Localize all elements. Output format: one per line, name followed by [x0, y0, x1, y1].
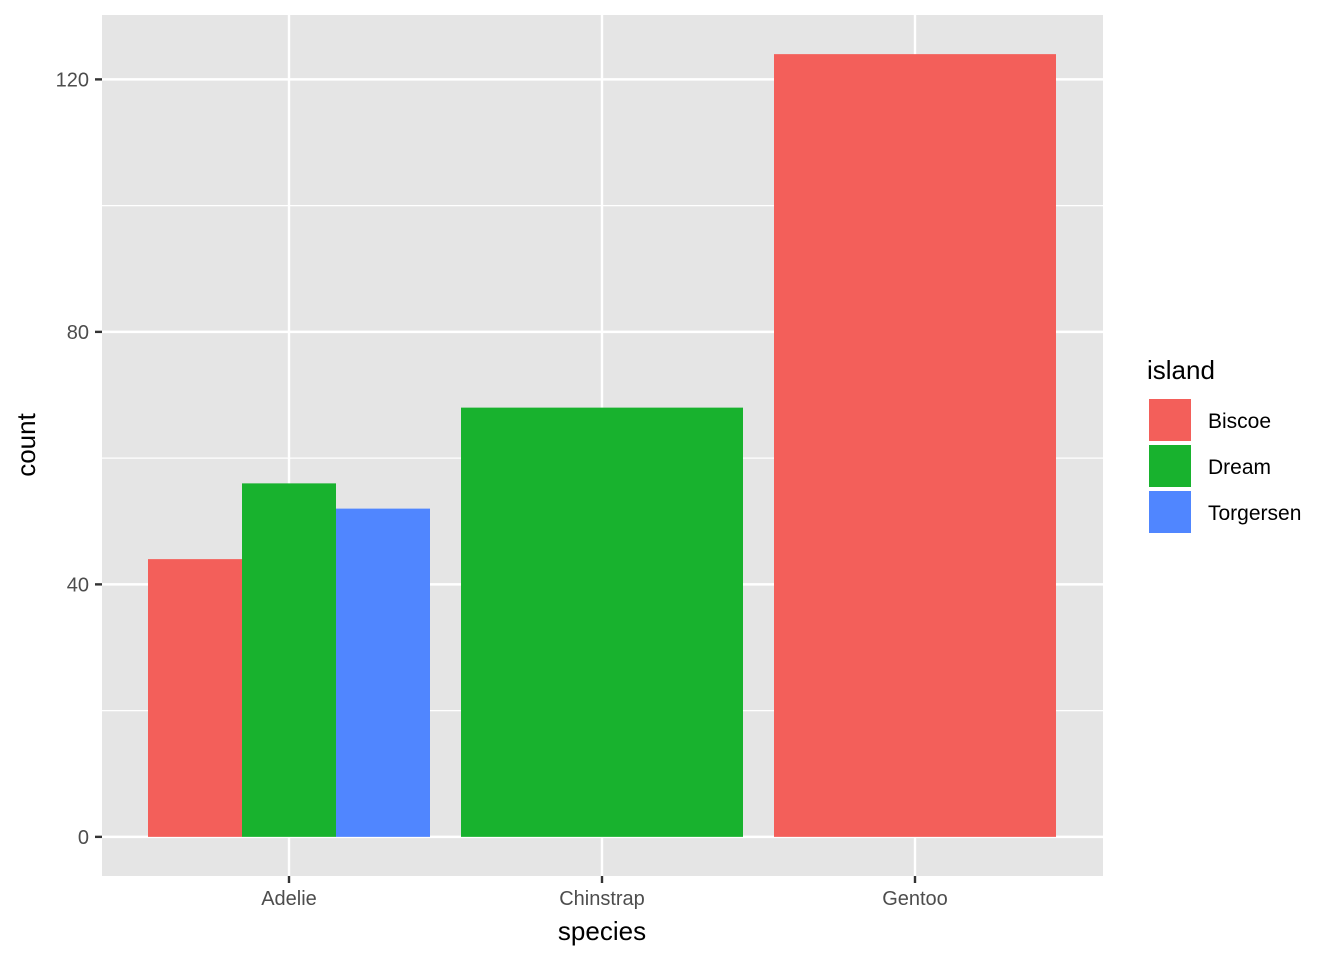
legend-key-dream [1147, 443, 1193, 489]
bar-adelie-dream [242, 483, 336, 837]
x-tick-label: Chinstrap [559, 888, 645, 910]
legend-label: Biscoe [1208, 410, 1271, 433]
legend-label: Torgersen [1208, 502, 1301, 525]
bar-gentoo-biscoe [774, 54, 1056, 837]
legend-title: island [1147, 355, 1215, 385]
bar-adelie-biscoe [148, 559, 242, 837]
x-tick-label: Gentoo [882, 888, 948, 910]
y-axis-title: count [11, 412, 41, 476]
y-tick-label: 80 [67, 322, 89, 344]
legend-key-biscoe [1147, 397, 1193, 443]
bar-chinstrap-dream [461, 407, 743, 837]
y-tick-label: 0 [78, 827, 89, 849]
legend-key-torgersen [1147, 489, 1193, 535]
bar-adelie-torgersen [336, 508, 430, 837]
x-axis-title: species [558, 916, 646, 946]
y-tick-label: 120 [56, 69, 89, 91]
x-tick-label: Adelie [261, 888, 317, 910]
legend-label: Dream [1208, 456, 1271, 479]
y-tick-label: 40 [67, 574, 89, 596]
